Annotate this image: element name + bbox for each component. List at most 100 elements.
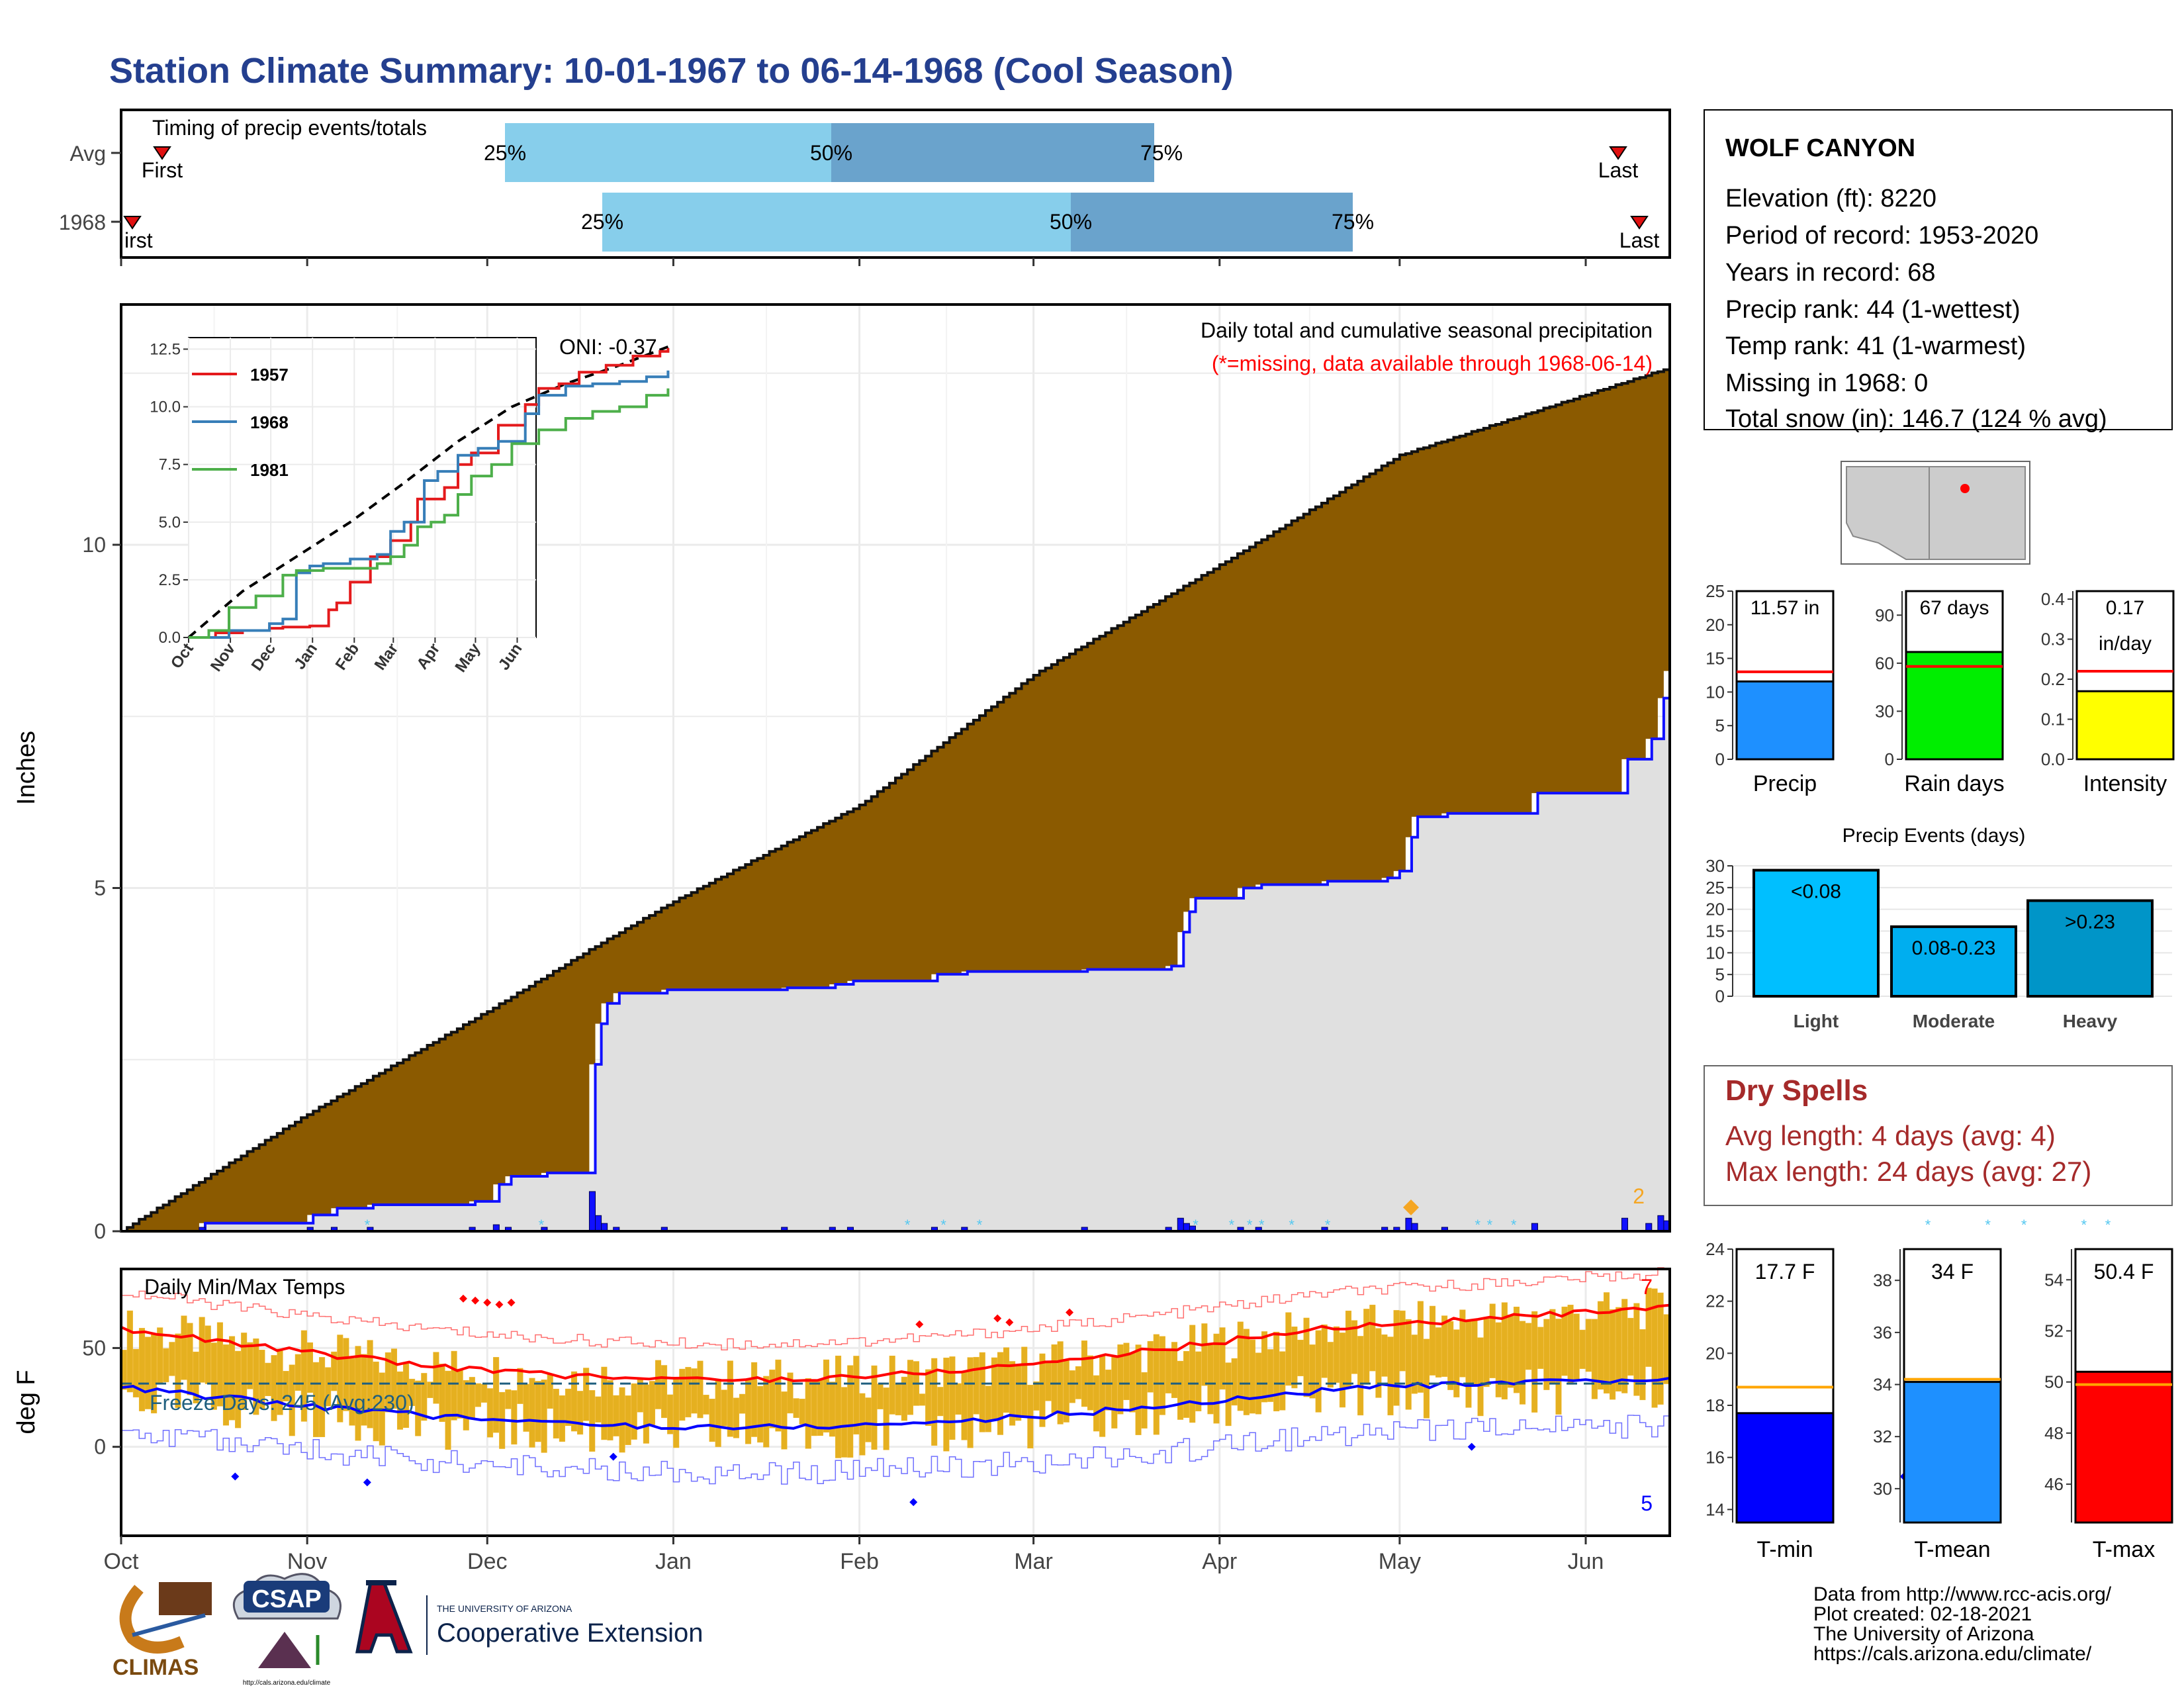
daily-temp-bar <box>1249 1339 1255 1414</box>
temp-ytick-label: 16 <box>1706 1448 1725 1468</box>
daily-temp-bar <box>1520 1321 1526 1405</box>
mini-ytick-label: 15 <box>1706 649 1725 669</box>
daily-temp-bar <box>955 1383 962 1415</box>
daily-temp-bar <box>295 1354 301 1391</box>
daily-temp-bar <box>1273 1331 1280 1411</box>
daily-temp-bar <box>739 1393 746 1414</box>
daily-temp-bar <box>1447 1321 1454 1390</box>
daily-temp-bar <box>325 1367 332 1407</box>
daily-temp-bar <box>433 1352 439 1404</box>
daily-temp-bar <box>1147 1340 1154 1393</box>
daily-temp-bar <box>865 1397 872 1442</box>
daily-temp-bar <box>1495 1322 1502 1397</box>
mini-ytick-label: 0.1 <box>2041 710 2065 729</box>
csap-url: http://cals.arizona.edu/climate <box>243 1679 331 1687</box>
daily-temp-bar <box>1621 1299 1628 1393</box>
daily-temp-bar <box>1099 1355 1106 1437</box>
csap-text: CSAP <box>251 1585 322 1613</box>
daily-temp-bar <box>781 1391 788 1450</box>
timing-1968-25-50 <box>602 193 1071 252</box>
temp-ytick-label: 34 <box>1873 1375 1892 1395</box>
daily-temp-bar <box>697 1360 704 1419</box>
mini-label-1: Rain days <box>1904 771 2004 796</box>
daily-temp-bar <box>463 1380 469 1430</box>
csap-logo: CSAP http://cals.arizona.edu/climate <box>232 1573 341 1687</box>
dry-spells-max: Max length: 24 days (avg: 27) <box>1725 1156 2091 1187</box>
daily-temp-bar <box>517 1368 523 1404</box>
mini-ytick-label: 0.2 <box>2041 669 2065 689</box>
station-line-0: Elevation (ft): 8220 <box>1725 185 1936 212</box>
snow-mark: * <box>365 1217 371 1233</box>
daily-temp-bar <box>907 1360 913 1415</box>
daily-temp-bar <box>427 1382 433 1398</box>
daily-temp-bar <box>145 1336 152 1409</box>
daily-temp-bar <box>649 1381 655 1425</box>
record-low-marker <box>231 1472 240 1481</box>
temp-ytick-label: 32 <box>1873 1427 1892 1446</box>
timing-1968-50-75 <box>1071 193 1353 252</box>
inset-frame <box>188 337 537 638</box>
avg-cumulative-line <box>121 368 1671 1233</box>
daily-temp-bar <box>222 1344 230 1426</box>
daily-temp-bar <box>1423 1338 1430 1419</box>
daily-temp-bar <box>1297 1339 1304 1376</box>
daily-temp-bar <box>1525 1323 1532 1370</box>
temp-plot: Daily Min/Max Temps Freeze Days: 245 (Av… <box>13 1267 1956 1574</box>
daily-temp-bar <box>1267 1349 1274 1402</box>
daily-temp-bar <box>216 1322 223 1407</box>
station-line-3: Precip rank: 44 (1-wettest) <box>1725 296 2021 324</box>
inset-legend: 1957 1968 1981 <box>192 365 289 480</box>
daily-temp-bar <box>931 1358 938 1446</box>
daily-temp-bar <box>1105 1370 1112 1411</box>
daily-temp-bar <box>199 1317 205 1383</box>
daily-precip-bar <box>1177 1217 1184 1232</box>
daily-temp-bar <box>229 1336 236 1421</box>
temp-ytick-label: 24 <box>1706 1239 1725 1259</box>
daily-temp-bar <box>727 1360 733 1437</box>
legend-1957: 1957 <box>250 365 289 385</box>
daily-temp-bar <box>889 1356 895 1415</box>
last-label-1968: Last <box>1619 228 1660 252</box>
daily-temp-bar <box>1537 1327 1544 1369</box>
temp-ytick-label: 50 <box>82 1336 106 1360</box>
daily-temp-bar <box>733 1397 739 1438</box>
daily-temp-bar <box>349 1358 355 1426</box>
main-corner-count: 2 <box>1633 1184 1645 1208</box>
daily-temp-bar <box>1375 1328 1382 1398</box>
daily-temp-bar <box>523 1383 529 1432</box>
mini-ytick-label: 0.4 <box>2041 589 2065 609</box>
dry-spells-avg: Avg length: 4 days (avg: 4) <box>1725 1120 2056 1151</box>
daily-temp-bar <box>181 1315 187 1380</box>
mini-ytick-label: 0.0 <box>2041 749 2065 769</box>
daily-temp-bar <box>757 1385 764 1443</box>
pe-ytick-label: 20 <box>1706 900 1725 919</box>
daily-temp-bar <box>949 1356 956 1440</box>
daily-temp-bar <box>1555 1319 1562 1415</box>
daily-temp-bar <box>1513 1307 1520 1393</box>
daily-temp-bar <box>847 1365 854 1458</box>
daily-temp-bar <box>871 1365 878 1450</box>
daily-temp-bar <box>1357 1336 1364 1416</box>
daily-temp-bar <box>1243 1329 1250 1415</box>
daily-temp-bar <box>595 1396 602 1423</box>
snow-mark: * <box>1925 1217 1931 1233</box>
daily-temp-bar <box>331 1351 338 1391</box>
snow-mark: * <box>977 1217 983 1233</box>
inset-avg-dashed-line <box>187 346 669 639</box>
mini-ytick-label: 30 <box>1875 701 1894 721</box>
daily-temp-bar <box>763 1376 770 1448</box>
daily-temp-bar <box>1369 1305 1376 1372</box>
daily-temp-bar <box>679 1368 686 1421</box>
daily-temp-bar <box>1291 1327 1298 1389</box>
daily-temp-bar <box>1459 1309 1466 1378</box>
temp-bar-2 <box>2074 1370 2173 1524</box>
record-high-marker <box>915 1320 924 1329</box>
temp-ytick-label: 22 <box>1706 1291 1725 1311</box>
daily-temp-bar <box>895 1384 901 1416</box>
daily-temp-bar <box>409 1378 416 1406</box>
daily-temp-bar <box>355 1346 361 1441</box>
inset-ytick-label: 12.5 <box>150 340 181 358</box>
inset-ytick-label: 7.5 <box>159 456 181 474</box>
daily-temp-bar <box>187 1323 193 1395</box>
